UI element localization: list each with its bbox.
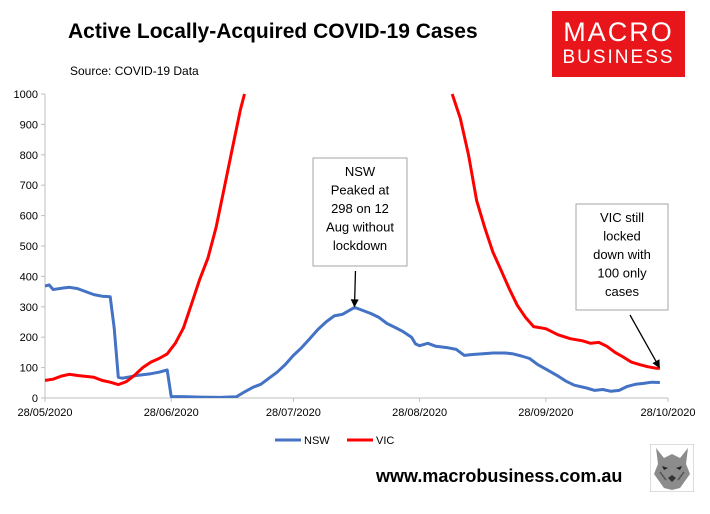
y-tick-label: 700: [20, 180, 38, 192]
y-tick-label: 100: [20, 363, 38, 375]
x-tick-label: 28/05/2020: [17, 407, 72, 419]
nsw-annotation-arrow: [353, 270, 357, 302]
nsw-annotation-text: Aug without: [326, 220, 394, 235]
vic-annotation-arrow: [629, 314, 658, 364]
y-tick-label: 800: [20, 150, 38, 162]
nsw-annotation-text: lockdown: [333, 238, 387, 253]
legend-label-nsw: NSW: [304, 435, 330, 447]
nsw-annotation-text: 298 on 12: [331, 201, 389, 216]
x-tick-label: 28/07/2020: [266, 407, 321, 419]
y-tick-label: 300: [20, 302, 38, 314]
chart-subtitle: Source: COVID-19 Data: [70, 64, 199, 78]
logo-line-1: MACRO: [563, 17, 674, 47]
chart-title: Active Locally-Acquired COVID-19 Cases: [68, 20, 478, 43]
x-tick-label: 28/10/2020: [640, 407, 695, 419]
y-tick-label: 400: [20, 271, 38, 283]
vic-annotation-arrowhead: [652, 359, 660, 369]
wolf-icon: [650, 444, 694, 492]
series-line-vic-part2: [450, 93, 660, 370]
vic-annotation-text: locked: [603, 229, 641, 244]
x-tick-label: 28/06/2020: [144, 407, 199, 419]
logo-line-2: BUSINESS: [562, 47, 675, 68]
legend-label-vic: VIC: [376, 435, 394, 447]
nsw-annotation-arrowhead: [350, 299, 359, 308]
y-tick-label: 500: [20, 241, 38, 253]
series-line-nsw: [45, 283, 660, 398]
y-tick-label: 200: [20, 332, 38, 344]
footer-url: www.macrobusiness.com.au: [376, 466, 623, 486]
vic-annotation-text: cases: [605, 284, 639, 299]
y-tick-label: 1000: [14, 89, 38, 101]
nsw-annotation-text: NSW: [345, 164, 376, 179]
vic-annotation-text: down with: [593, 247, 651, 262]
nsw-annotation-box: [312, 157, 408, 267]
y-tick-label: 600: [20, 211, 38, 223]
vic-annotation-text: VIC still: [600, 210, 644, 225]
x-tick-label: 28/09/2020: [518, 407, 573, 419]
x-tick-label: 28/08/2020: [392, 407, 447, 419]
vic-annotation-text: 100 only: [597, 266, 647, 281]
series-line-vic: [45, 93, 246, 387]
y-tick-label: 900: [20, 119, 38, 131]
y-tick-label: 0: [32, 393, 38, 405]
vic-annotation-box: [575, 203, 669, 311]
brand-logo: MACRO BUSINESS: [552, 11, 685, 77]
nsw-annotation-text: Peaked at: [331, 183, 390, 198]
